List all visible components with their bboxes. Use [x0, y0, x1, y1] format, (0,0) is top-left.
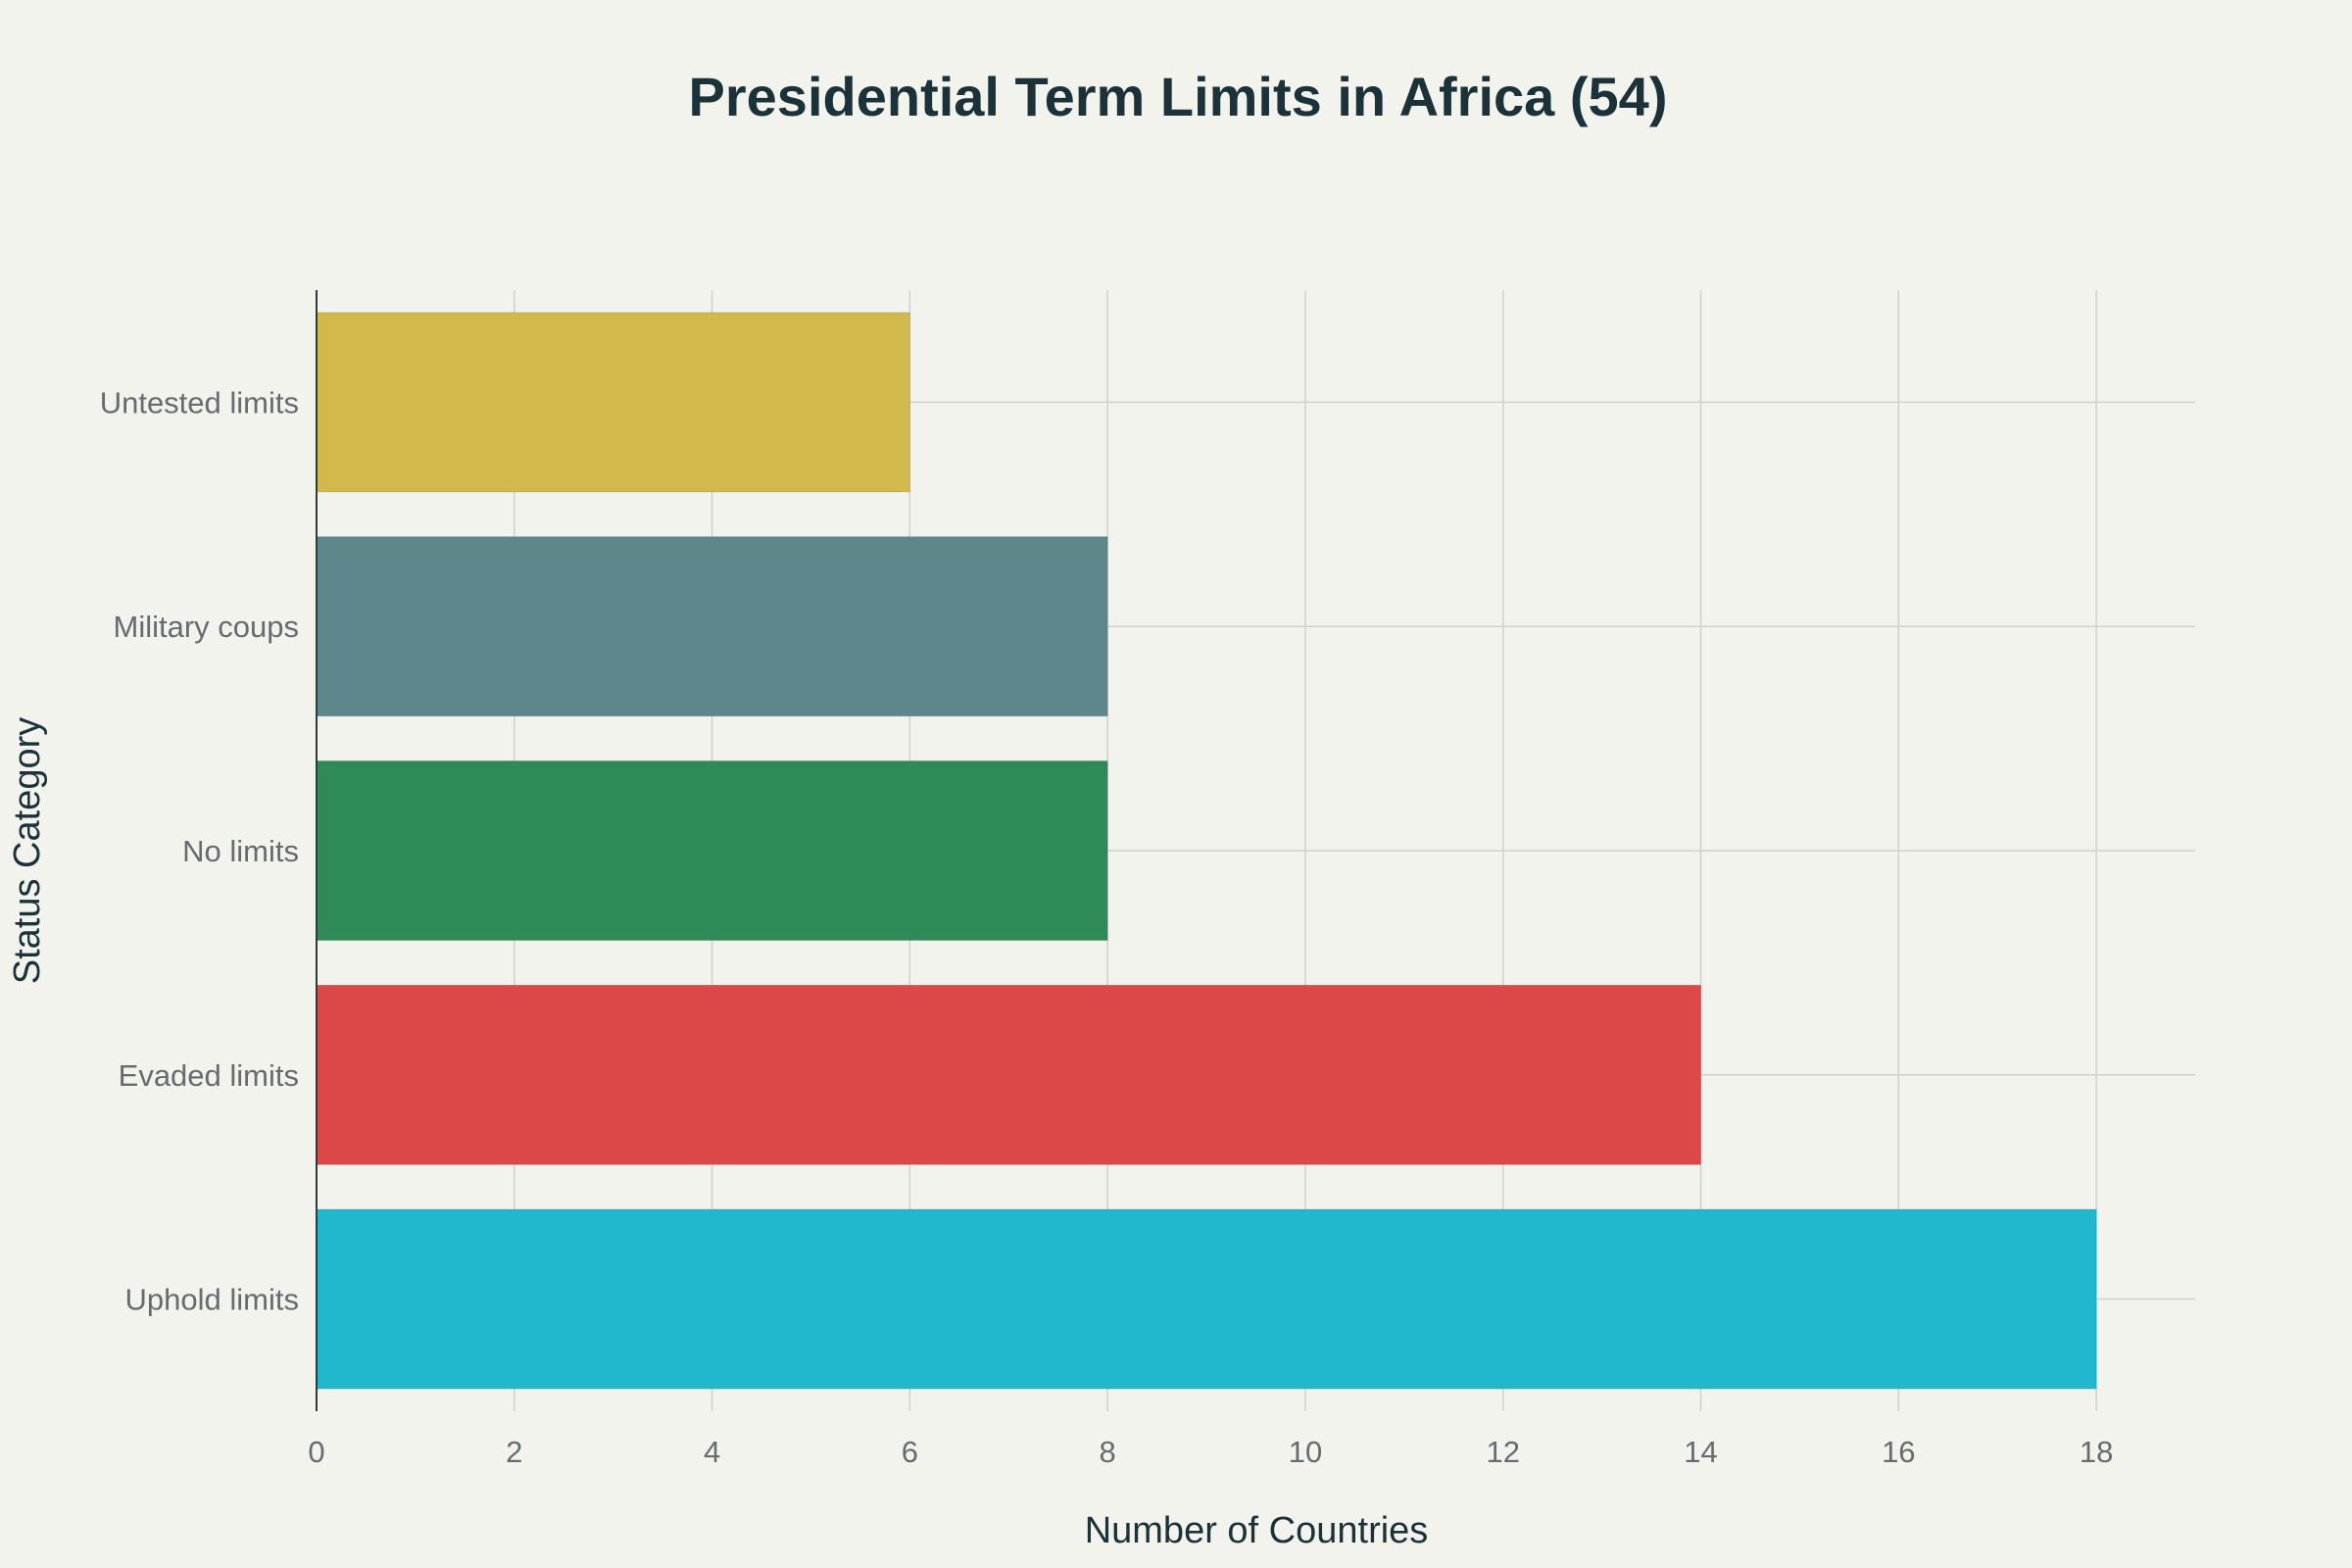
x-axis-title: Number of Countries: [1085, 1510, 1429, 1551]
bar-untested-limits[interactable]: [316, 312, 910, 493]
bar-uphold-limits[interactable]: [316, 1208, 2097, 1390]
y-tick-label: Uphold limits: [125, 1283, 299, 1317]
bar-military-coups[interactable]: [316, 536, 1108, 717]
x-tick-label: 0: [308, 1435, 324, 1469]
y-tick-label: Untested limits: [100, 385, 299, 419]
x-tick-label: 10: [1289, 1435, 1322, 1469]
bar-layer: [316, 312, 2097, 1390]
x-tick-label: 12: [1486, 1435, 1519, 1469]
x-tick-label: 6: [902, 1435, 918, 1469]
chart-title: Presidential Term Limits in Africa (54): [689, 66, 1668, 127]
x-tick-label: 4: [704, 1435, 720, 1469]
x-tick-label: 2: [506, 1435, 522, 1469]
y-axis-title: Status Category: [7, 717, 48, 984]
x-tick-label: 16: [1882, 1435, 1915, 1469]
y-tick-label: No limits: [182, 834, 299, 868]
x-tick-label: 18: [2080, 1435, 2113, 1469]
y-tick-label: Military coups: [114, 610, 300, 644]
y-tick-label: Evaded limits: [119, 1058, 299, 1093]
x-tick-label: 8: [1100, 1435, 1116, 1469]
bar-evaded-limits[interactable]: [316, 984, 1702, 1165]
x-tick-label: 14: [1684, 1435, 1717, 1469]
bar-no-limits[interactable]: [316, 760, 1108, 942]
axis-layer: 0 2 4 6 8 10 12 14 16 18 Uphold limits Evaded limit…: [100, 290, 2113, 1469]
